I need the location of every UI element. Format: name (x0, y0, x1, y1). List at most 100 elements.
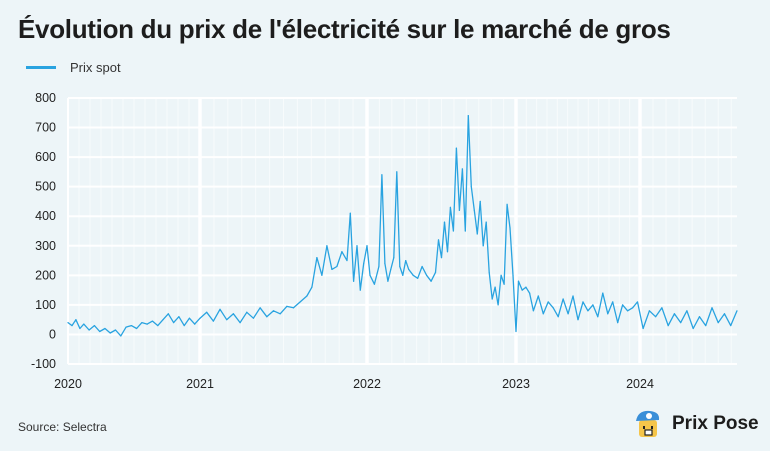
data-point (246, 311, 248, 313)
data-point (363, 262, 365, 265)
data-point (562, 298, 564, 300)
data-point (473, 209, 475, 211)
data-point (698, 316, 701, 318)
series-line-prix-spot (67, 115, 738, 337)
data-point (476, 233, 478, 235)
data-point (552, 307, 554, 309)
data-point (173, 322, 175, 324)
data-point (226, 319, 228, 321)
y-tick-label: 300 (35, 239, 56, 253)
data-point (349, 212, 351, 214)
data-point (440, 257, 443, 259)
data-point (509, 227, 511, 229)
data-point (326, 245, 328, 247)
data-point (627, 310, 629, 312)
data-point (162, 319, 164, 321)
data-point (648, 310, 650, 312)
data-point (206, 311, 208, 313)
data-point (497, 304, 499, 306)
data-point (299, 301, 301, 303)
data-point (607, 313, 609, 315)
data-point (378, 265, 380, 268)
data-point (503, 283, 505, 285)
brand-name: Prix Pose (672, 413, 759, 434)
data-point (506, 203, 508, 205)
y-tick-label: 800 (35, 91, 56, 105)
data-point (67, 322, 69, 324)
data-point (667, 324, 669, 327)
data-point (316, 257, 318, 259)
data-point (446, 251, 449, 253)
data-point (387, 280, 389, 282)
data-point (393, 257, 395, 259)
source-note: Source: Selectra (18, 420, 107, 434)
legend-label: Prix spot (70, 60, 121, 75)
data-point (592, 304, 594, 306)
data-point (396, 171, 398, 173)
data-point (373, 283, 376, 285)
data-point (572, 295, 574, 297)
data-point (517, 280, 520, 282)
data-point (455, 147, 457, 149)
data-point (417, 277, 419, 279)
data-point (408, 268, 410, 271)
data-point (286, 305, 288, 307)
data-point (266, 316, 268, 318)
data-point (673, 313, 676, 315)
data-point (597, 316, 599, 318)
data-point (356, 245, 358, 247)
data-point (426, 274, 428, 276)
data-point (183, 324, 185, 327)
data-point (512, 274, 514, 276)
data-point (532, 310, 534, 312)
data-point (405, 259, 407, 262)
data-point (199, 317, 201, 319)
data-point (232, 313, 234, 315)
data-point (141, 322, 143, 324)
y-tick-label: -100 (31, 357, 56, 371)
data-point (437, 239, 440, 241)
data-point (272, 310, 275, 312)
data-point (114, 329, 117, 331)
data-point (612, 301, 614, 303)
data-point (452, 230, 455, 232)
data-point (306, 295, 308, 297)
data-point (178, 316, 180, 318)
x-tick-label: 2024 (626, 377, 654, 391)
data-point (381, 174, 383, 176)
data-point (146, 323, 148, 325)
data-point (157, 324, 159, 327)
data-point (582, 301, 584, 303)
data-point (341, 251, 343, 253)
data-point (723, 313, 726, 315)
data-point (491, 298, 493, 300)
data-point (686, 310, 688, 312)
data-point (470, 186, 472, 188)
data-point (464, 230, 466, 232)
data-point (602, 292, 604, 294)
data-point (622, 304, 624, 306)
data-point (412, 274, 414, 276)
data-point (88, 329, 90, 331)
x-tick-label: 2022 (353, 377, 381, 391)
data-point (515, 330, 517, 333)
data-point (736, 310, 738, 312)
mascot-icon (636, 410, 660, 437)
data-point (331, 268, 333, 271)
data-point (434, 271, 437, 273)
data-point (655, 316, 657, 318)
y-tick-label: 700 (35, 121, 56, 135)
x-tick-label: 2020 (54, 377, 82, 391)
data-point (692, 327, 694, 330)
data-point (680, 322, 682, 324)
data-point (79, 327, 81, 330)
data-point (384, 262, 386, 265)
data-point (557, 316, 559, 318)
data-point (99, 330, 101, 333)
data-point (479, 200, 481, 203)
data-point (120, 335, 122, 337)
data-point (730, 324, 732, 327)
data-point (542, 313, 544, 315)
y-tick-label: 500 (35, 180, 56, 194)
data-point (449, 206, 452, 208)
